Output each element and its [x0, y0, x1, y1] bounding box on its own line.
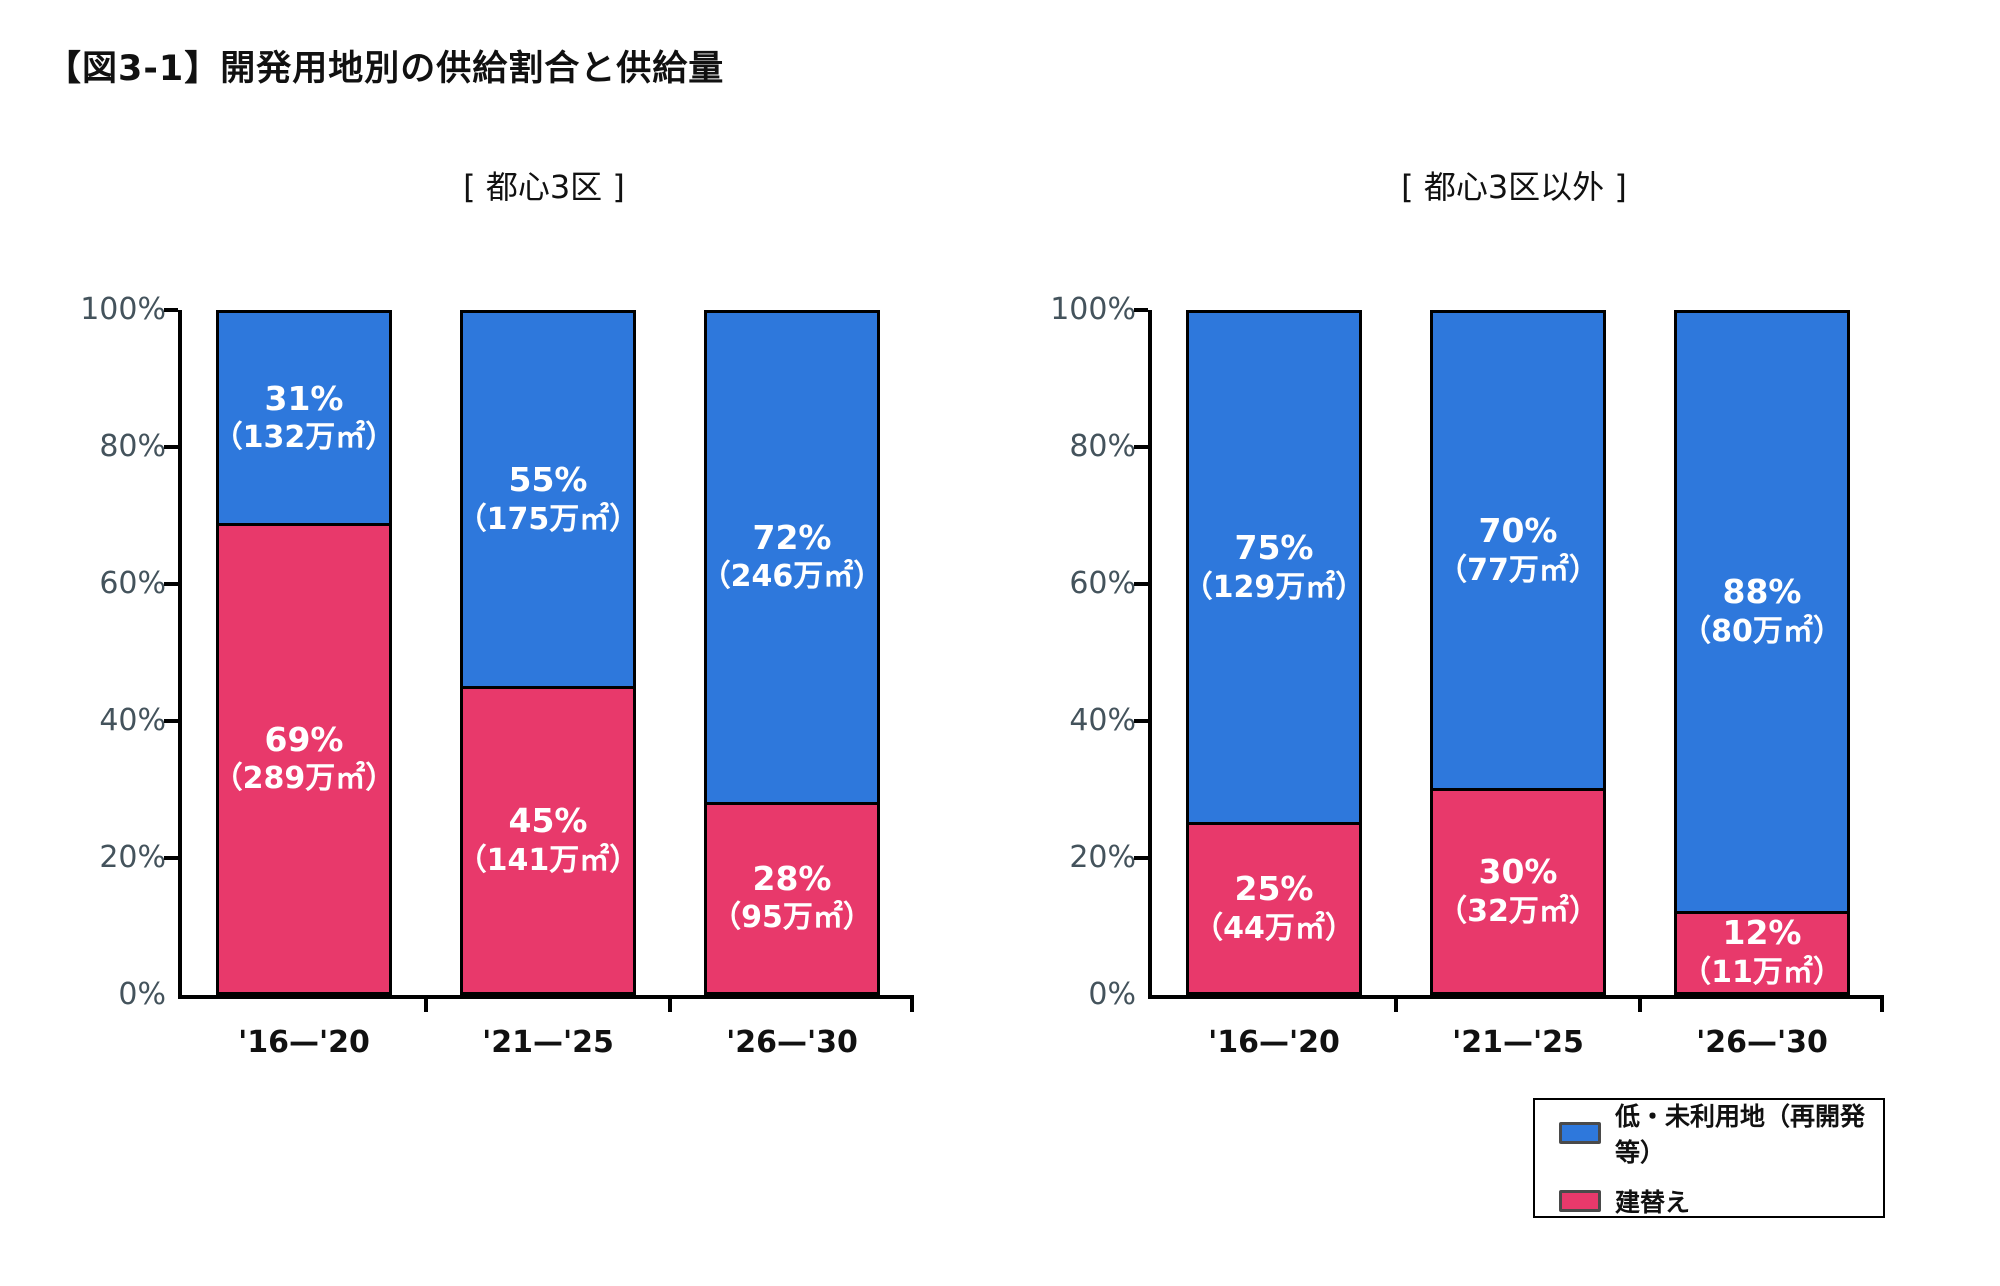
segment-percent-label: 31% [264, 378, 344, 418]
segment-area-label: （246万㎡） [700, 559, 884, 595]
y-axis-tick [164, 445, 178, 449]
stacked-bar: 88% （80万㎡） 12% （11万㎡） [1674, 310, 1850, 995]
segment-area-label: （129万㎡） [1182, 569, 1366, 605]
segment-percent-label: 25% [1234, 869, 1314, 909]
legend-label: 低・未利用地（再開発等） [1615, 1102, 1866, 1167]
bar-segment-rebuild: 45% （141万㎡） [457, 686, 639, 992]
x-axis-tick [1638, 999, 1642, 1012]
legend: 低・未利用地（再開発等） 建替え [1533, 1098, 1885, 1218]
bar-segment-low-unused-land: 72% （246万㎡） [701, 313, 883, 802]
bar-segment-low-unused-land: 75% （129万㎡） [1183, 313, 1365, 823]
bar-segment-low-unused-land: 88% （80万㎡） [1677, 313, 1847, 911]
x-axis-category-label: '26—'30 [1696, 1025, 1828, 1060]
y-axis-tick-label: 60% [99, 566, 166, 601]
segment-percent-label: 28% [752, 859, 832, 899]
y-axis-tick [1134, 856, 1148, 860]
stacked-bar: 70% （77万㎡） 30% （32万㎡） [1430, 310, 1606, 995]
segment-percent-label: 12% [1722, 913, 1802, 953]
y-axis-tick-label: 40% [99, 703, 166, 738]
segment-percent-label: 69% [264, 719, 344, 759]
bar-segment-rebuild: 28% （95万㎡） [707, 801, 877, 992]
segment-percent-label: 72% [752, 518, 832, 558]
y-axis-tick [164, 719, 178, 723]
y-axis-tick [1134, 445, 1148, 449]
stacked-bar: 72% （246万㎡） 28% （95万㎡） [701, 310, 883, 995]
x-axis-tick [668, 999, 672, 1012]
chart-title: [ 都心3区以外 ] [1401, 168, 1627, 206]
bar-segment-rebuild: 25% （44万㎡） [1189, 822, 1359, 992]
segment-percent-label: 45% [508, 801, 588, 841]
y-axis-tick-label: 20% [1069, 840, 1136, 875]
segment-percent-label: 75% [1234, 528, 1314, 568]
segment-area-label: （80万㎡） [1681, 613, 1843, 649]
y-axis-tick [1134, 582, 1148, 586]
plot-area: 100% 80% 60% 40% 20% 0% 31% （132万㎡） 69% （289万㎡） '1… [80, 292, 914, 1060]
segment-percent-label: 30% [1478, 852, 1558, 892]
legend-label: 建替え [1615, 1188, 1691, 1217]
y-axis-tick-label: 100% [1050, 292, 1136, 327]
x-axis-category-label: '16—'20 [238, 1025, 370, 1060]
y-axis-tick-label: 0% [1088, 977, 1136, 1012]
y-axis-tick-label: 80% [99, 429, 166, 464]
bar-segment-low-unused-land: 31% （132万㎡） [213, 313, 395, 524]
legend-swatch-low-unused-land [1559, 1122, 1601, 1144]
y-axis-tick-label: 0% [118, 977, 166, 1012]
y-axis-tick [164, 308, 178, 312]
y-axis-tick-label: 40% [1069, 703, 1136, 738]
x-axis-category-label: '21—'25 [482, 1025, 614, 1060]
x-axis-tick [910, 999, 914, 1012]
y-axis-tick [1134, 719, 1148, 723]
chart-panel-outside-central-3-wards: [ 都心3区以外 ] 100% 80% 60% 40% 20% 0% 75% （129万㎡） 2… [1028, 140, 1928, 1100]
y-axis-tick [164, 856, 178, 860]
segment-percent-label: 55% [508, 460, 588, 500]
chart-panel-central-3-wards: [ 都心3区 ] 100% 80% 60% 40% 20% 0% 31% （132万㎡） 69%… [58, 140, 958, 1100]
bar-segment-low-unused-land: 70% （77万㎡） [1433, 313, 1603, 789]
x-axis-tick [1880, 999, 1884, 1012]
x-axis-category-label: '26—'30 [726, 1025, 858, 1060]
y-axis-tick-label: 100% [80, 292, 166, 327]
segment-area-label: （32万㎡） [1437, 893, 1599, 929]
y-axis-tick-label: 20% [99, 840, 166, 875]
page-title: 【図3-1】開発用地別の供給割合と供給量 [46, 49, 725, 89]
bar-segment-rebuild: 30% （32万㎡） [1433, 788, 1603, 992]
legend-item: 建替え [1559, 1183, 1883, 1219]
x-axis-category-label: '21—'25 [1452, 1025, 1584, 1060]
stacked-bar: 55% （175万㎡） 45% （141万㎡） [457, 310, 639, 995]
segment-area-label: （11万㎡） [1681, 954, 1843, 990]
bar-segment-rebuild: 12% （11万㎡） [1677, 910, 1847, 992]
legend-swatch-rebuild [1559, 1190, 1601, 1212]
segment-area-label: （141万㎡） [456, 842, 640, 878]
y-axis-tick [1134, 308, 1148, 312]
segment-area-label: （44万㎡） [1193, 910, 1355, 946]
segment-area-label: （175万㎡） [456, 501, 640, 537]
stacked-bar: 75% （129万㎡） 25% （44万㎡） [1183, 310, 1365, 995]
segment-area-label: （132万㎡） [212, 420, 396, 456]
y-axis-tick [164, 582, 178, 586]
segment-area-label: （77万㎡） [1437, 552, 1599, 588]
y-axis-tick-label: 80% [1069, 429, 1136, 464]
segment-area-label: （289万㎡） [212, 761, 396, 797]
legend-item: 低・未利用地（再開発等） [1559, 1097, 1883, 1169]
x-axis-tick [424, 999, 428, 1012]
segment-area-label: （95万㎡） [711, 900, 873, 936]
chart-title: [ 都心3区 ] [463, 168, 625, 206]
bar-segment-low-unused-land: 55% （175万㎡） [457, 313, 639, 687]
x-axis-tick [1394, 999, 1398, 1012]
y-axis-tick-label: 60% [1069, 566, 1136, 601]
stacked-bar: 31% （132万㎡） 69% （289万㎡） [213, 310, 395, 995]
bar-segment-rebuild: 69% （289万㎡） [213, 523, 395, 992]
x-axis-category-label: '16—'20 [1208, 1025, 1340, 1060]
segment-percent-label: 70% [1478, 511, 1558, 551]
plot-area: 100% 80% 60% 40% 20% 0% 75% （129万㎡） 25% （44万㎡） '16… [1050, 292, 1884, 1060]
segment-percent-label: 88% [1722, 572, 1802, 612]
